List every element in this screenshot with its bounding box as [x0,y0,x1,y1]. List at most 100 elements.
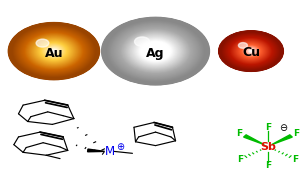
Circle shape [33,38,75,64]
Circle shape [39,42,68,60]
Circle shape [10,23,98,79]
Circle shape [37,41,71,62]
Circle shape [245,47,257,55]
Circle shape [220,32,282,70]
Circle shape [148,46,164,56]
Circle shape [222,33,280,69]
Circle shape [11,24,96,78]
Circle shape [222,33,280,70]
Circle shape [9,23,99,79]
Circle shape [226,35,276,67]
Circle shape [231,39,271,64]
Circle shape [139,40,172,62]
Circle shape [117,27,194,75]
Circle shape [42,43,66,59]
Circle shape [52,50,56,53]
Circle shape [230,38,272,64]
Circle shape [142,42,169,60]
Circle shape [39,42,69,60]
Circle shape [131,36,180,67]
Circle shape [50,49,58,54]
Circle shape [222,33,280,69]
Circle shape [220,32,282,70]
Circle shape [31,37,77,66]
Circle shape [118,28,193,74]
Circle shape [44,45,64,57]
Circle shape [237,42,265,60]
Circle shape [23,32,85,70]
Circle shape [247,49,255,53]
Circle shape [45,46,63,57]
Text: F: F [265,161,271,170]
Circle shape [127,33,184,69]
Circle shape [135,38,176,64]
Circle shape [134,38,177,64]
Circle shape [44,45,63,57]
Circle shape [133,37,178,65]
Circle shape [102,17,209,85]
Circle shape [114,25,197,77]
Circle shape [123,31,188,71]
Circle shape [230,38,272,64]
Text: F: F [265,123,271,132]
Circle shape [154,50,157,52]
Circle shape [122,30,189,72]
Circle shape [235,41,267,61]
Circle shape [248,49,254,53]
Circle shape [233,40,269,62]
Circle shape [148,46,163,56]
Circle shape [143,43,168,59]
Circle shape [243,46,259,56]
Circle shape [150,48,161,54]
Circle shape [118,27,193,75]
Circle shape [144,44,167,58]
Circle shape [147,46,164,57]
Circle shape [138,40,173,62]
Circle shape [124,32,187,70]
Circle shape [23,32,85,71]
Circle shape [32,38,75,65]
Circle shape [103,18,209,84]
Circle shape [116,27,195,76]
Circle shape [143,43,168,59]
Circle shape [226,35,276,67]
Circle shape [115,26,197,77]
Text: M: M [105,145,115,158]
Circle shape [137,40,174,63]
Circle shape [249,50,253,53]
Circle shape [102,18,209,84]
Circle shape [140,42,171,61]
Circle shape [135,38,176,64]
Circle shape [228,37,274,65]
Circle shape [250,50,252,52]
Circle shape [239,44,263,59]
Circle shape [228,37,274,66]
Circle shape [14,26,94,76]
Circle shape [141,42,170,60]
Circle shape [243,46,259,56]
Circle shape [107,20,205,82]
Circle shape [246,48,256,54]
Text: ⊖: ⊖ [279,123,287,133]
Polygon shape [244,135,264,145]
Circle shape [113,24,198,78]
Circle shape [52,50,55,52]
Circle shape [25,33,83,69]
Circle shape [219,31,283,71]
Circle shape [236,42,266,61]
Circle shape [41,43,67,59]
Circle shape [223,33,279,69]
Circle shape [34,39,73,63]
Circle shape [38,41,70,61]
Circle shape [232,39,270,63]
Circle shape [237,42,265,60]
Circle shape [130,35,181,67]
Circle shape [243,46,259,56]
Circle shape [107,21,204,81]
Circle shape [220,32,282,71]
Circle shape [249,50,253,52]
Circle shape [246,48,256,54]
Circle shape [226,36,276,67]
Circle shape [150,47,161,55]
Circle shape [223,34,279,69]
